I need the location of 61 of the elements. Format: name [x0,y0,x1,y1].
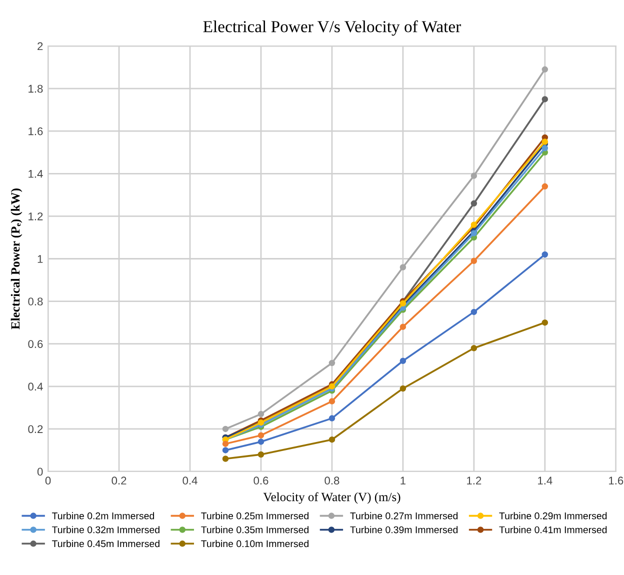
y-tick-label: 0.2 [28,425,43,434]
x-tick-label: 0 [45,476,51,485]
y-tick-label: 1 [38,255,43,263]
point [258,432,264,438]
legend-label: Turbine 0.41m Immersed [499,526,607,534]
x-tick-label: 1 [400,476,406,484]
legend-label: Turbine 0.25m Immersed [201,512,308,520]
point [222,447,229,454]
y-tick-label: 0.8 [28,298,43,306]
y-tick-label: 2 [38,42,43,50]
point [470,308,478,316]
y-tick-label: 1.4 [28,170,43,178]
point [258,410,264,418]
legend-label: Turbine 0.45m Immersed [52,540,160,548]
point [470,258,478,264]
y-tick-label: 1.2 [28,212,43,220]
point [542,183,548,190]
y-tick-label: 0.4 [28,382,43,391]
point [258,438,264,445]
y-tick-label: 1.8 [28,84,43,93]
point [222,426,229,432]
x-tick-label: 0.4 [182,476,198,485]
legend-label: Turbine 0.29m Immersed [499,512,607,520]
point [400,385,406,392]
point [470,172,478,179]
y-tick-label: 1.6 [28,127,43,136]
point [470,200,478,207]
legend-label: Turbine 0.10m Immersed [201,540,308,548]
point [328,398,336,404]
point [470,344,478,352]
point [400,264,406,270]
x-tick-label: 0.2 [112,476,126,485]
legend-label: Turbine 0.35m Immersed [201,526,308,534]
x-tick-label: 1.2 [467,476,482,484]
point [542,66,548,73]
point [328,436,336,443]
x-axis-title: Velocity of Water (V) (m/s) [263,492,400,504]
point [400,358,406,364]
x-tick-label: 1.6 [609,476,624,485]
point [470,230,478,236]
x-tick-label: 0.8 [324,476,340,485]
legend-label: Turbine 0.32m Immersed [52,526,160,534]
y-axis-title: Electrical Power (Pₑ) (kW) [10,188,22,330]
point [542,319,548,326]
point [328,415,336,422]
y-tick-label: 0.6 [28,340,43,348]
chart-title: Electrical Power V/s Velocity of Water [203,20,461,36]
point [542,96,548,102]
x-tick-label: 1.4 [538,476,552,484]
y-tick-label: 0 [37,468,43,476]
legend-label: Turbine 0.39m Immersed [350,526,458,534]
legend-label: Turbine 0.2m Immersed [52,512,154,520]
point [222,440,229,447]
legend-label: Turbine 0.27m Immersed [350,512,458,520]
point [542,144,548,152]
point [400,324,406,330]
x-tick-label: 0.6 [254,476,268,485]
point [328,360,336,366]
point [542,251,548,258]
point [222,456,229,462]
point [258,451,264,458]
